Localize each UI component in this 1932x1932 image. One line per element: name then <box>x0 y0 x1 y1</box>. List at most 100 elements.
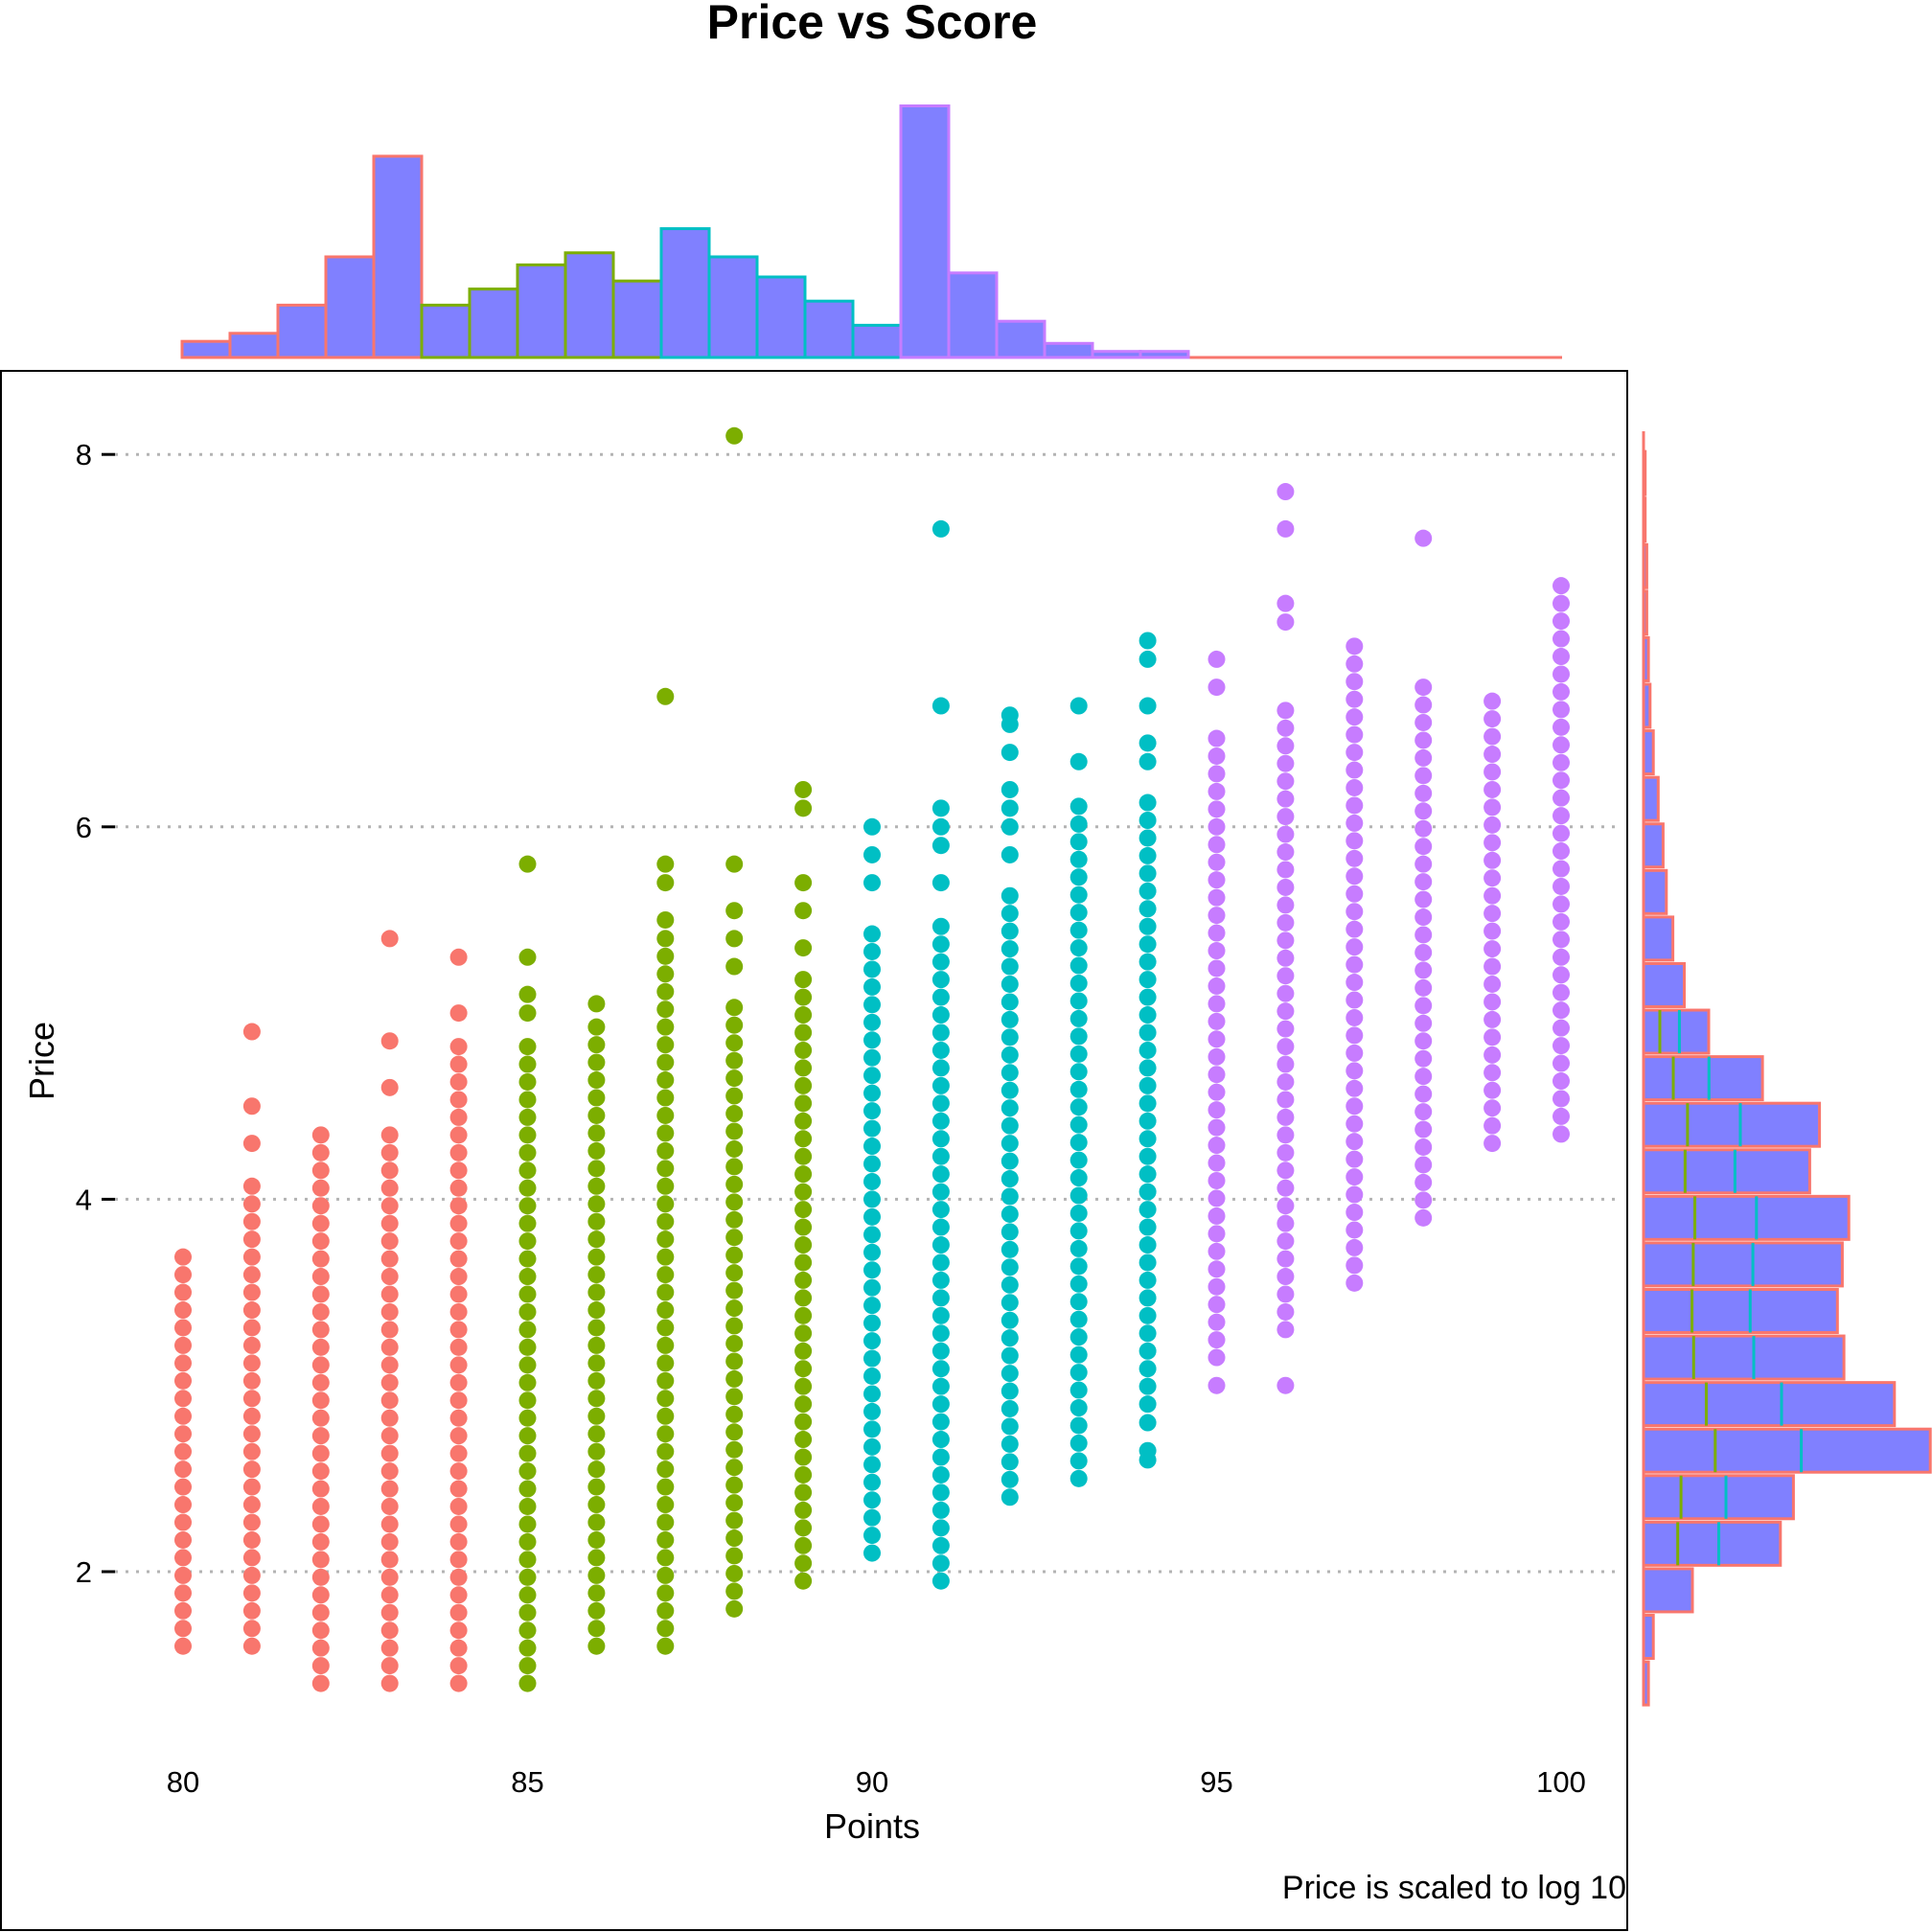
scatter-point <box>1138 752 1157 770</box>
scatter-point <box>1276 1214 1295 1232</box>
scatter-point <box>1138 900 1157 918</box>
scatter-point <box>380 1356 399 1374</box>
scatter-point <box>518 1356 537 1374</box>
scatter-point <box>174 1336 192 1354</box>
scatter-point <box>932 1112 950 1130</box>
scatter-point <box>932 1059 950 1077</box>
scatter-point <box>1000 1028 1019 1046</box>
scatter-point <box>1276 967 1295 985</box>
scatter-point <box>1484 993 1502 1011</box>
scatter-point <box>794 1165 813 1184</box>
scatter-point <box>1138 829 1157 847</box>
top-histogram-bar <box>324 255 376 359</box>
scatter-point <box>1000 1346 1019 1365</box>
scatter-point <box>794 1254 813 1272</box>
scatter-point <box>518 1657 537 1675</box>
scatter-point <box>1414 529 1433 547</box>
scatter-point <box>587 1584 606 1602</box>
scatter-point <box>863 1456 881 1474</box>
scatter-point <box>932 1183 950 1201</box>
top-histogram-bar <box>1043 341 1094 359</box>
x-tick-label: 80 <box>167 1765 199 1799</box>
scatter-point <box>380 1480 399 1498</box>
scatter-point <box>311 1321 330 1339</box>
scatter-point <box>863 1473 881 1491</box>
scatter-point <box>1208 1348 1226 1367</box>
top-histogram-bar <box>851 323 903 359</box>
scatter-point <box>1138 1147 1157 1165</box>
scatter-point <box>380 1162 399 1180</box>
scatter-point <box>1484 975 1502 993</box>
scatter-point <box>1000 1417 1019 1436</box>
scatter-point <box>1276 719 1295 737</box>
scatter-point <box>311 1657 330 1675</box>
scatter-point <box>1070 886 1088 904</box>
scatter-point <box>518 1444 537 1462</box>
scatter-point <box>1208 907 1226 925</box>
scatter-point <box>725 1175 744 1193</box>
scatter-point <box>1484 886 1502 905</box>
scatter-point <box>174 1584 192 1602</box>
scatter-point <box>1070 1151 1088 1169</box>
scatter-point <box>1552 612 1570 631</box>
scatter-point <box>1208 800 1226 818</box>
scatter-point <box>449 1072 468 1091</box>
scatter-point <box>311 1568 330 1586</box>
scatter-point <box>587 1460 606 1479</box>
scatter-point <box>1276 808 1295 826</box>
scatter-point <box>518 1072 537 1091</box>
scatter-point <box>1208 1101 1226 1119</box>
scatter-point <box>242 1195 261 1213</box>
scatter-point <box>449 1126 468 1144</box>
scatter-point <box>656 1036 675 1054</box>
scatter-point <box>1552 682 1570 701</box>
scatter-point <box>725 1016 744 1034</box>
scatter-point <box>1276 1091 1295 1109</box>
y-tick-label: 2 <box>76 1555 92 1589</box>
scatter-point <box>587 1160 606 1178</box>
scatter-point <box>1552 1054 1570 1072</box>
scatter-point <box>449 1302 468 1321</box>
scatter-point <box>1414 1014 1433 1032</box>
scatter-point <box>518 985 537 1003</box>
scatter-point <box>932 1536 950 1554</box>
scatter-point <box>1346 1026 1364 1045</box>
scatter-point <box>932 1006 950 1024</box>
scatter-point <box>518 1338 537 1356</box>
scatter-point <box>518 1532 537 1551</box>
scatter-point <box>1070 939 1088 957</box>
scatter-point <box>1070 1080 1088 1098</box>
scatter-point <box>863 1243 881 1261</box>
scatter-point <box>725 902 744 920</box>
scatter-point <box>587 1071 606 1090</box>
scatter-point <box>1000 1223 1019 1241</box>
scatter-point <box>932 874 950 892</box>
scatter-point <box>1414 1032 1433 1050</box>
scatter-point <box>242 1513 261 1531</box>
scatter-point <box>1414 890 1433 908</box>
scatter-point <box>863 1226 881 1244</box>
scatter-point <box>1138 1165 1157 1184</box>
scatter-point <box>1138 988 1157 1006</box>
scatter-point <box>656 1478 675 1496</box>
top-histogram-bar <box>947 271 999 359</box>
scatter-point <box>518 948 537 966</box>
y-tick-label: 8 <box>76 438 92 472</box>
scatter-point <box>656 1637 675 1655</box>
scatter-point <box>380 1143 399 1162</box>
scatter-point <box>587 1371 606 1390</box>
scatter-point <box>794 1006 813 1024</box>
scatter-point <box>1414 696 1433 714</box>
scatter-point <box>1138 1441 1157 1460</box>
scatter-point <box>794 1501 813 1519</box>
scatter-point <box>1070 1098 1088 1116</box>
scatter-point <box>1070 1169 1088 1187</box>
scatter-point <box>1346 1274 1364 1292</box>
scatter-point <box>1414 855 1433 873</box>
scatter-point <box>587 1637 606 1655</box>
scatter-point <box>1000 1205 1019 1223</box>
scatter-point <box>380 1032 399 1050</box>
scatter-point <box>1552 594 1570 612</box>
scatter-point <box>518 1586 537 1604</box>
scatter-point <box>1346 885 1364 903</box>
